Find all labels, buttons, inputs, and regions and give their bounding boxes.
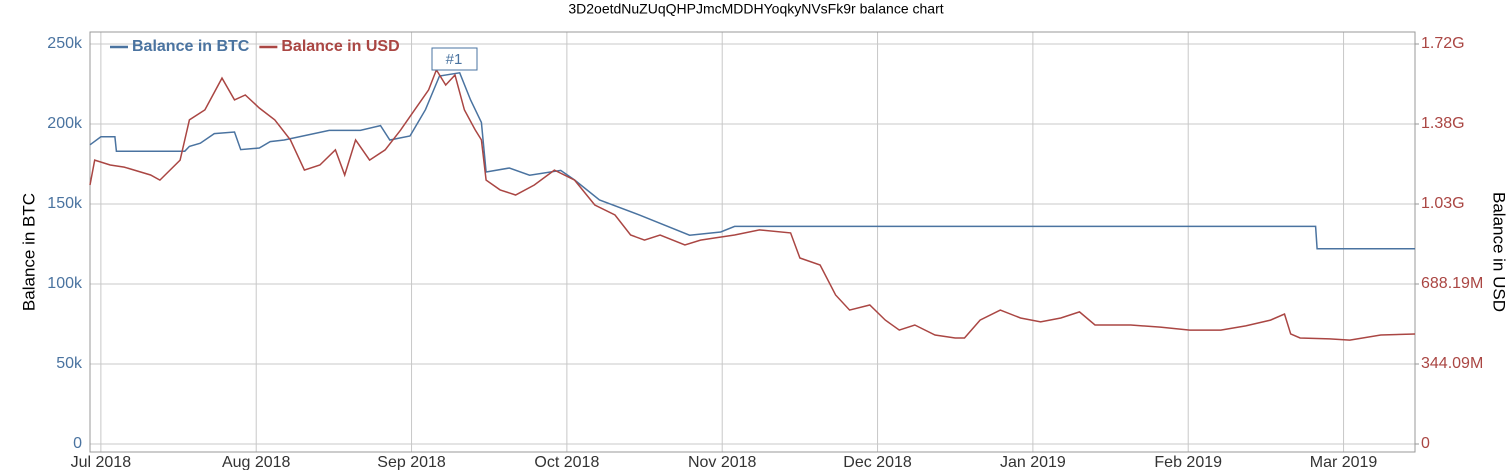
x-tick-label: Sep 2018 [377,454,446,470]
y2-tick-label: 688.19M [1421,275,1483,292]
legend-label: Balance in USD [281,38,399,55]
x-tick-label: Jan 2019 [1000,454,1066,470]
y-tick-label: 0 [73,435,82,452]
series-line [89,71,1415,250]
y-tick-label: 100k [47,275,83,292]
annotation: #1 [446,51,463,68]
y-axis-title: Balance in BTC [19,193,38,311]
y2-tick-label: 1.72G [1421,35,1465,52]
y-tick-label: 150k [47,195,83,212]
y2-tick-label: 1.03G [1421,195,1465,212]
x-tick-label: Jul 2018 [71,454,132,470]
y-tick-label: 50k [56,355,83,372]
plot-border [89,31,1416,453]
x-tick-label: Dec 2018 [843,454,912,470]
y2-tick-label: 344.09M [1421,355,1483,372]
y2-axis-title: Balance in USD [1490,192,1509,312]
series-line [89,68,1416,341]
annotation-box [431,47,478,71]
x-tick-label: Feb 2019 [1154,454,1222,470]
chart-title: 3D2oetdNuZUqQHPJmcMDDHYoqkyNVsFk9r balan… [568,1,943,17]
x-tick-label: Nov 2018 [688,454,757,470]
x-tick-label: Mar 2019 [1310,454,1378,470]
y-tick-label: 250k [47,35,83,52]
y-tick-label: 200k [47,115,83,132]
legend-label: Balance in BTC [132,38,250,55]
x-tick-label: Aug 2018 [222,454,291,470]
x-tick-label: Oct 2018 [534,454,599,470]
y2-tick-label: 1.38G [1421,115,1465,132]
y2-tick-label: 0 [1421,435,1430,452]
